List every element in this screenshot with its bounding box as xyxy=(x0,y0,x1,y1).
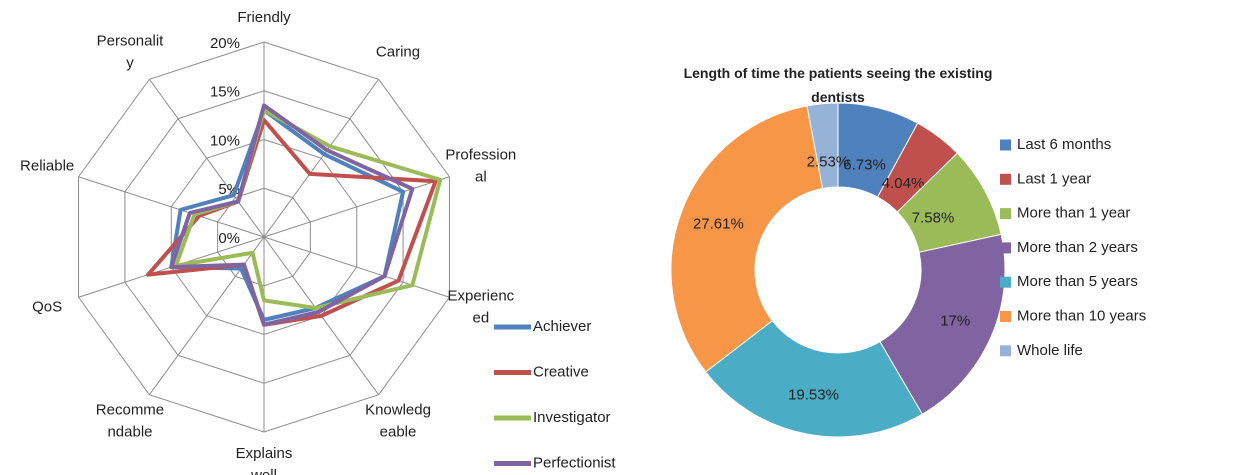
spoke xyxy=(148,78,265,238)
legend-swatch xyxy=(1000,276,1011,288)
data-label: 7.58% xyxy=(912,210,955,227)
donut-slice xyxy=(879,233,1006,415)
spoke xyxy=(263,78,380,238)
donut-slice xyxy=(705,319,923,438)
data-label: 17% xyxy=(940,312,970,329)
spoke xyxy=(263,236,450,298)
data-label: 6.73% xyxy=(843,156,886,173)
legend-label: Achiever xyxy=(533,318,591,335)
donut-slice xyxy=(806,102,839,190)
legend-swatch xyxy=(1000,242,1011,254)
donut-slice xyxy=(670,105,824,373)
category-label: Personalit y xyxy=(97,33,165,72)
category-label: QoS xyxy=(32,298,62,315)
legend-label: More than 1 year xyxy=(1017,205,1130,222)
tick-label: 20% xyxy=(210,35,240,52)
legend-label: Creative xyxy=(533,363,589,380)
category-label: Explainswell xyxy=(236,445,293,475)
data-label: 19.53% xyxy=(788,387,839,404)
legend-swatch xyxy=(1000,208,1011,220)
legend-label: Last 6 months xyxy=(1017,136,1111,153)
legend-label: Investigator xyxy=(533,409,611,426)
legend-swatch xyxy=(1000,173,1011,185)
legend-label: Perfectionist xyxy=(533,454,616,471)
spoke xyxy=(263,176,450,238)
data-label: 4.04% xyxy=(882,175,925,192)
tick-label: 15% xyxy=(210,84,240,101)
data-label: 2.53% xyxy=(807,153,850,170)
category-label: Knowledg eable xyxy=(365,401,431,440)
legend-label: More than 2 years xyxy=(1017,239,1138,256)
category-label: Profession al xyxy=(445,147,516,186)
data-label: 27.61% xyxy=(693,215,744,232)
legend-swatch xyxy=(1000,311,1011,322)
category-label: Experienc ed xyxy=(447,287,514,326)
legend-label: Whole life xyxy=(1017,342,1083,359)
chart-title: Length of time the patients seeing the e… xyxy=(684,65,993,105)
legend-label: More than 5 years xyxy=(1017,273,1138,290)
category-label: Friendly xyxy=(237,9,291,26)
series-line xyxy=(169,103,415,327)
category-label: Recomme ndable xyxy=(96,401,164,440)
category-label: Reliable xyxy=(20,158,74,175)
spoke xyxy=(78,176,265,238)
category-label: Caring xyxy=(376,44,420,61)
tick-label: 10% xyxy=(210,132,240,149)
legend-swatch xyxy=(1000,345,1011,357)
legend-label: Last 1 year xyxy=(1017,170,1091,187)
legend-label: More than 10 years xyxy=(1017,307,1146,324)
legend-swatch xyxy=(1000,139,1011,151)
tick-label: 0% xyxy=(218,230,240,247)
